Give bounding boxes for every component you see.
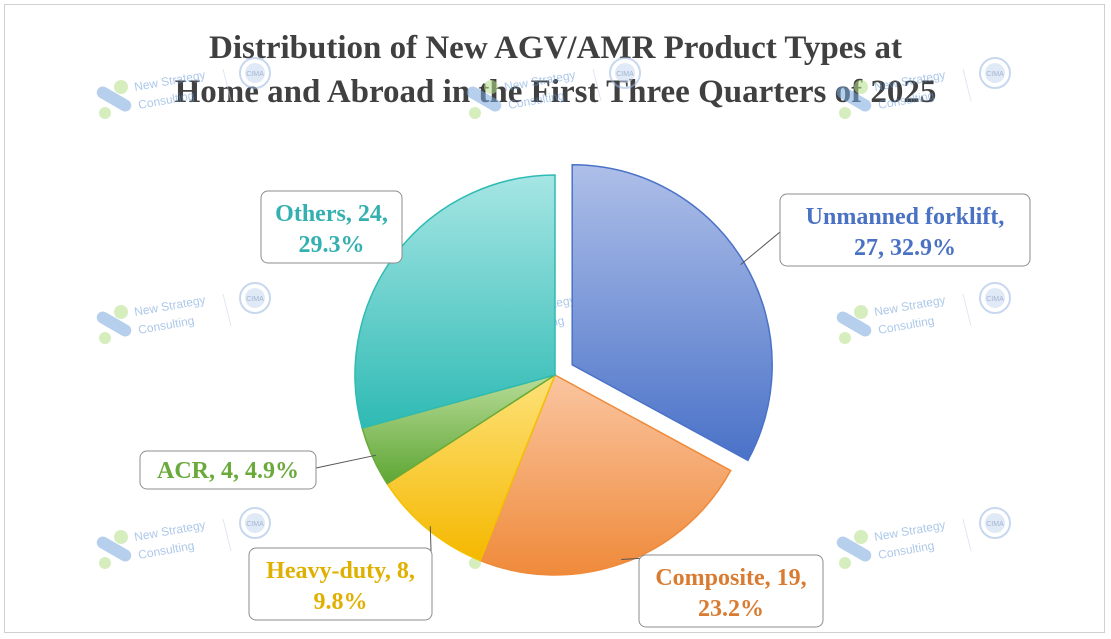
chart-title-line2: Home and Abroad in the First Three Quart…	[174, 74, 937, 110]
label-text-line2: 9.8%	[314, 589, 368, 615]
label-unmanned-forklift: Unmanned forklift, 27, 32.9%	[779, 193, 1031, 267]
leader-line-acr	[315, 454, 377, 469]
watermark-seal: CIMA	[246, 71, 264, 78]
label-text-line1: Composite, 19,	[655, 565, 806, 591]
slice-unmanned-forklift	[571, 164, 773, 462]
watermark-seal: CIMA	[616, 71, 634, 78]
watermark-seal: CIMA	[986, 521, 1004, 528]
watermark-text: New Strategy	[873, 293, 946, 319]
label-acr: ACR, 4, 4.9%	[139, 450, 317, 490]
label-others: Others, 24, 29.3%	[260, 190, 403, 264]
label-composite: Composite, 19, 23.2%	[638, 554, 824, 628]
label-box	[139, 450, 317, 490]
label-box	[638, 554, 824, 628]
label-text-line2: 23.2%	[698, 596, 764, 622]
pie-slices	[354, 164, 773, 576]
label-box	[779, 193, 1031, 267]
label-text-line1: Unmanned forklift,	[806, 204, 1005, 230]
label-text-line1: Heavy-duty, 8,	[266, 558, 415, 584]
watermark-seal: CIMA	[246, 296, 264, 303]
chart-title-line1: Distribution of New AGV/AMR Product Type…	[209, 30, 902, 66]
slice-composite	[479, 373, 732, 576]
chart-title: Distribution of New AGV/AMR Product Type…	[0, 26, 1111, 114]
label-text-line1: ACR, 4, 4.9%	[157, 458, 299, 484]
label-text-line2: 29.3%	[299, 232, 365, 258]
label-text-line2: 27, 32.9%	[854, 235, 956, 261]
slice-labels: Unmanned forklift, 27, 32.9% Composite, 19…	[139, 190, 1031, 628]
watermark-text: New Strategy	[873, 518, 946, 544]
slice-heavy-duty	[386, 373, 557, 562]
watermark-text: New Strategy	[873, 68, 946, 94]
watermark-seal: CIMA	[986, 296, 1004, 303]
watermark-text: New Strategy	[133, 518, 206, 544]
label-box	[260, 190, 403, 264]
watermark-seal: CIMA	[246, 521, 264, 528]
label-text-line1: Others, 24,	[275, 201, 388, 227]
watermark-text: New Strategy	[133, 293, 206, 319]
watermark-seal: CIMA	[986, 71, 1004, 78]
label-box	[248, 547, 433, 621]
leader-line-unmanned-forklift	[740, 231, 781, 266]
label-heavy-duty: Heavy-duty, 8, 9.8%	[248, 547, 433, 621]
watermark-text: New Strategy	[133, 68, 206, 94]
watermark-text: New Strategy	[503, 68, 576, 94]
